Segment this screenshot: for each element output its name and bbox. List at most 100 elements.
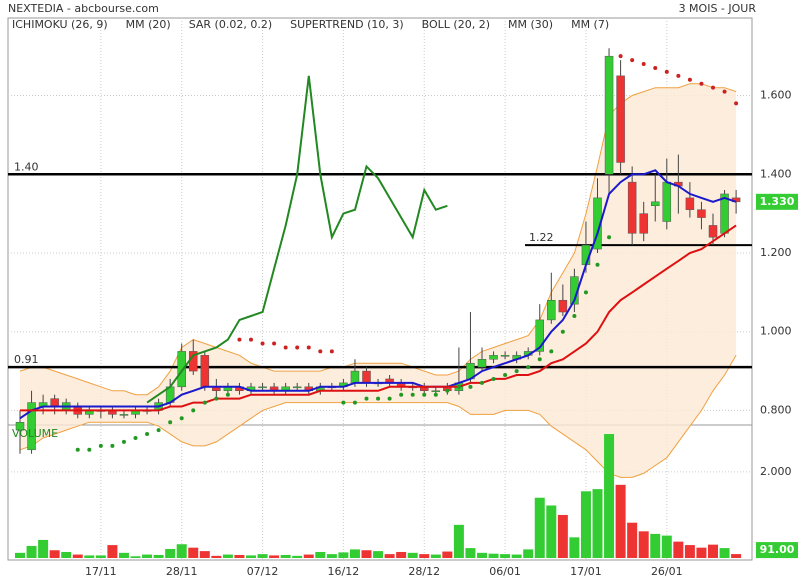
sar-dot <box>445 388 450 393</box>
sar-dot <box>249 337 253 342</box>
sar-dot <box>503 373 508 378</box>
candle-body <box>50 398 59 407</box>
legend-item: MM (20) <box>126 18 171 31</box>
candle-body <box>292 386 302 389</box>
candle-body <box>685 197 695 210</box>
sar-dot <box>121 439 126 444</box>
legend-item: MM (7) <box>571 18 609 31</box>
volume-bar <box>557 514 568 558</box>
y-tick-label: 0.800 <box>760 403 792 416</box>
volume-bar <box>280 554 291 558</box>
volume-bar <box>696 547 707 558</box>
volume-bar <box>627 522 638 558</box>
volume-bar <box>26 545 37 558</box>
volume-bar <box>303 554 314 558</box>
x-tick-label: 17/11 <box>85 565 117 578</box>
sar-dot <box>352 400 357 405</box>
x-tick-label: 26/01 <box>651 565 683 578</box>
volume-bar <box>396 551 407 558</box>
indicator-line <box>20 224 737 412</box>
volume-bar <box>246 555 256 558</box>
volume-bar <box>72 554 83 558</box>
sar-dot <box>156 428 161 433</box>
sar-dot <box>306 345 311 350</box>
volume-bar <box>118 552 129 558</box>
sar-dot <box>410 392 415 397</box>
sar-dot <box>295 345 300 350</box>
volume-bar <box>592 489 603 558</box>
sar-dot <box>168 420 173 425</box>
volume-bar <box>130 556 141 558</box>
sar-dot <box>526 365 531 370</box>
sar-dot <box>318 349 323 354</box>
candle-body <box>500 355 510 357</box>
sar-dot <box>722 89 727 94</box>
volume-bar <box>165 548 176 558</box>
sar-dot <box>179 416 184 421</box>
volume-bar <box>650 533 661 558</box>
indicator-line <box>19 169 737 420</box>
sar-dot <box>468 384 473 389</box>
sar-dot <box>676 73 681 78</box>
volume-bar <box>534 497 545 558</box>
volume-bar <box>349 549 360 558</box>
volume-bar <box>15 552 25 558</box>
candle-body <box>27 402 36 451</box>
volume-bar <box>661 535 672 558</box>
volume-bar <box>338 552 349 558</box>
legend-item: ICHIMOKU (26, 9) <box>12 18 108 31</box>
x-tick-label: 28/11 <box>166 565 198 578</box>
sar-dot <box>214 396 219 401</box>
volume-bar <box>604 434 615 558</box>
y-tick-label: 1.600 <box>760 89 792 102</box>
volume-bar <box>453 524 464 558</box>
x-tick-label: 16/12 <box>328 565 360 578</box>
volume-bar <box>546 505 557 558</box>
volume-bar <box>95 555 106 558</box>
candle-body <box>627 181 637 234</box>
volume-bar <box>326 554 337 558</box>
volume-bar <box>199 551 210 558</box>
candle-body <box>651 201 660 207</box>
candle-body <box>362 370 371 384</box>
sar-dot <box>422 392 427 397</box>
volume-bar <box>188 547 199 558</box>
sar-dot <box>75 447 80 452</box>
x-tick-label: 28/12 <box>408 565 440 578</box>
volume-bar <box>153 554 164 558</box>
sar-dot <box>283 345 288 350</box>
volume-bar <box>361 550 372 558</box>
sar-dot <box>560 329 565 334</box>
volume-bar <box>580 491 591 558</box>
legend-item: SUPERTREND (10, 3) <box>290 18 404 31</box>
volume-bar <box>384 554 395 558</box>
volume-bar <box>500 554 511 558</box>
candle-body <box>593 197 602 250</box>
x-tick-label: 07/12 <box>247 565 279 578</box>
sar-dot <box>687 77 692 82</box>
sar-dot <box>456 384 461 389</box>
volume-bar <box>719 548 730 558</box>
x-tick-label: 17/01 <box>570 565 602 578</box>
sar-dot <box>145 432 150 437</box>
candle-body <box>15 421 25 431</box>
sar-dot <box>583 290 588 295</box>
sar-dot <box>514 369 519 374</box>
sar-dot <box>87 447 92 452</box>
candle-body <box>477 359 487 368</box>
sar-dot <box>572 313 577 318</box>
y-tick-label: 2.000 <box>760 465 792 478</box>
sar-dot <box>225 392 230 397</box>
y-tick-label: 1.000 <box>760 325 792 338</box>
level-label: 1.40 <box>14 160 39 173</box>
volume-bar <box>419 554 430 558</box>
legend-item: BOLL (20, 2) <box>422 18 490 31</box>
volume-bar <box>638 531 649 558</box>
candle-body <box>431 390 441 393</box>
volume-bar <box>511 554 522 558</box>
volume-bar <box>142 554 153 558</box>
volume-bar <box>269 555 280 558</box>
sar-dot <box>711 85 715 90</box>
candle-body <box>616 75 625 163</box>
